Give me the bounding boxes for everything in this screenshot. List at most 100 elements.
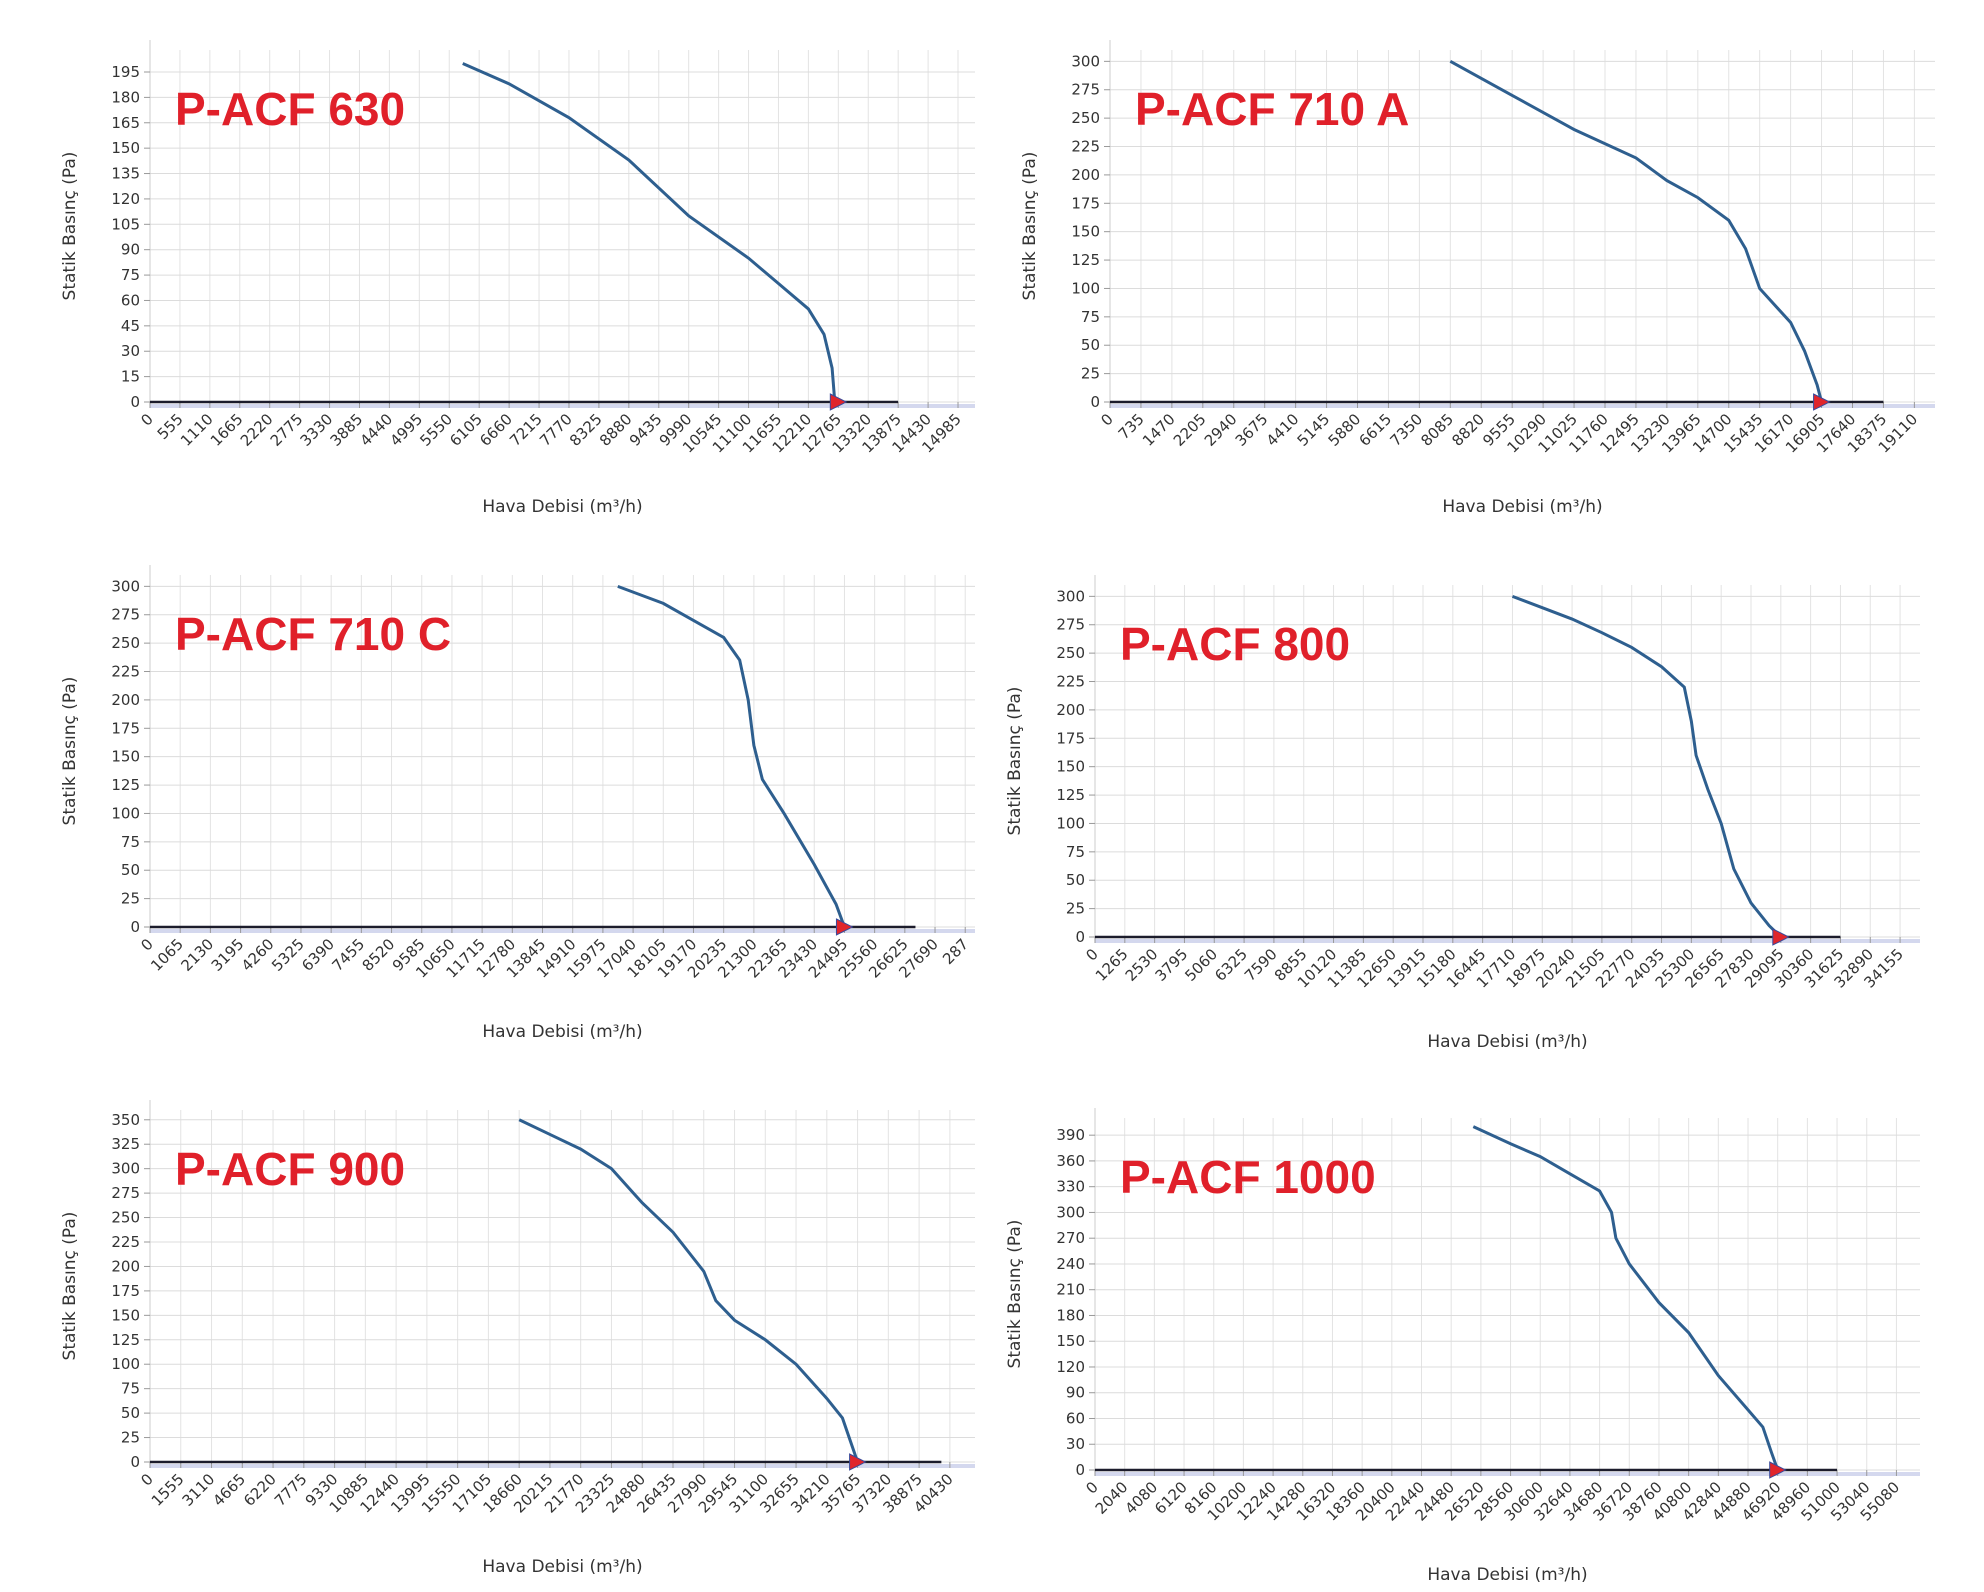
y-tick-label: 390 [1056,1126,1085,1144]
y-tick-label: 200 [111,691,140,709]
fan-curve [462,62,837,403]
x-tick-label: 3885 [327,410,367,450]
y-tick-label: 225 [111,663,140,681]
x-tick-label: 1470 [1139,410,1179,450]
y-tick-label: 175 [111,1282,140,1300]
y-tick-label: 300 [1071,52,1100,70]
x-tick-label: 9435 [626,410,666,450]
navigator-band [1095,939,1920,943]
x-tick-label: 1665 [207,410,247,450]
y-tick-label: 125 [111,776,140,794]
chart-title: P-ACF 710 A [1135,83,1409,135]
y-tick-label: 30 [1066,1435,1085,1453]
y-tick-label: 100 [1071,279,1100,297]
y-tick-label: 75 [121,833,140,851]
x-axis-label: Hava Debisi (m³/h) [482,1557,642,1577]
y-tick-label: 100 [1056,814,1085,832]
y-tick-label: 330 [1056,1178,1085,1196]
y-axis-label: Statik Basınç (Pa) [1005,1220,1025,1369]
y-axis-label: Statik Basınç (Pa) [60,1212,80,1361]
x-tick-label: 0 [1097,410,1116,429]
x-tick-label: 4410 [1263,410,1303,450]
y-tick-label: 150 [111,748,140,766]
y-tick-label: 25 [1081,365,1100,383]
x-axis-label: Hava Debisi (m³/h) [1427,1565,1587,1585]
x-tick-label: 0 [1082,1478,1101,1497]
navigator-band [150,1464,975,1468]
x-tick-label: 4440 [357,410,397,450]
y-tick-label: 125 [111,1331,140,1349]
y-tick-label: 180 [1056,1306,1085,1324]
x-tick-label: 6120 [1151,1478,1191,1518]
y-tick-label: 165 [111,114,140,132]
x-tick-label: 4665 [209,1470,249,1510]
navigator-band [1095,1472,1920,1476]
x-tick-label: 6615 [1356,410,1396,450]
x-tick-label: 4080 [1121,1478,1161,1518]
x-tick-label: 0 [137,935,156,954]
y-tick-label: 90 [121,241,140,259]
x-tick-label: 3795 [1152,945,1192,985]
y-tick-label: 150 [1071,223,1100,241]
y-tick-label: 75 [1066,843,1085,861]
x-tick-label: 3675 [1232,410,1272,450]
x-tick-label: 8520 [359,935,399,975]
fan-curve [1511,594,1782,939]
y-tick-label: 0 [130,393,140,411]
y-tick-label: 75 [1081,308,1100,326]
x-tick-label: 5550 [416,410,456,450]
x-tick-label: 8820 [1448,410,1488,450]
y-tick-label: 250 [111,1209,140,1227]
x-tick-label: 5145 [1294,410,1334,450]
x-tick-label: 7775 [271,1470,311,1510]
y-tick-label: 175 [1071,194,1100,212]
y-tick-label: 90 [1066,1384,1085,1402]
fan-curve [1472,1125,1780,1471]
y-tick-label: 30 [121,342,140,360]
y-tick-label: 175 [1056,729,1085,747]
x-tick-label: 7350 [1386,410,1426,450]
x-tick-label: 1555 [148,1470,188,1510]
y-tick-label: 275 [111,606,140,624]
x-tick-label: 2530 [1122,945,1162,985]
y-tick-label: 195 [111,63,140,81]
y-tick-label: 50 [121,861,140,879]
chart-title: P-ACF 630 [175,83,405,135]
y-tick-label: 0 [1075,1461,1085,1479]
y-tick-label: 200 [111,1257,140,1275]
operating-point [1769,1461,1787,1479]
fan-curve [1449,60,1824,403]
chart-title: P-ACF 900 [175,1143,405,1195]
y-axis-label: Statik Basınç (Pa) [1020,152,1040,301]
y-tick-label: 325 [111,1135,140,1153]
x-tick-label: 2940 [1201,410,1241,450]
operating-point [849,1453,867,1471]
y-tick-label: 350 [111,1111,140,1129]
y-tick-label: 150 [1056,758,1085,776]
x-tick-label: 1065 [147,935,187,975]
y-tick-label: 225 [111,1233,140,1251]
chart: 0255075100125150175200225250275300073514… [1020,40,1935,517]
chart: 0306090120150180210240270300330360390020… [1005,1108,1920,1585]
y-tick-label: 360 [1056,1152,1085,1170]
y-tick-label: 75 [121,266,140,284]
x-tick-label: 2205 [1170,410,1210,450]
x-tick-label: 6105 [446,410,486,450]
x-axis-label: Hava Debisi (m³/h) [482,1022,642,1042]
y-tick-label: 25 [121,890,140,908]
y-tick-label: 50 [121,1404,140,1422]
x-tick-label: 0 [1082,945,1101,964]
chart-title: P-ACF 710 C [175,608,451,660]
chart: 0255075100125150175200225250275300010652… [60,565,975,1042]
y-tick-label: 150 [1056,1332,1085,1350]
x-tick-label: 2040 [1092,1478,1132,1518]
x-tick-label: 8880 [596,410,636,450]
x-axis-label: Hava Debisi (m³/h) [1427,1032,1587,1052]
y-tick-label: 225 [1056,673,1085,691]
x-tick-label: 5880 [1325,410,1365,450]
x-tick-label: 5325 [268,935,308,975]
y-tick-label: 240 [1056,1255,1085,1273]
x-tick-label: 6660 [476,410,516,450]
x-tick-label: 5060 [1181,945,1221,985]
